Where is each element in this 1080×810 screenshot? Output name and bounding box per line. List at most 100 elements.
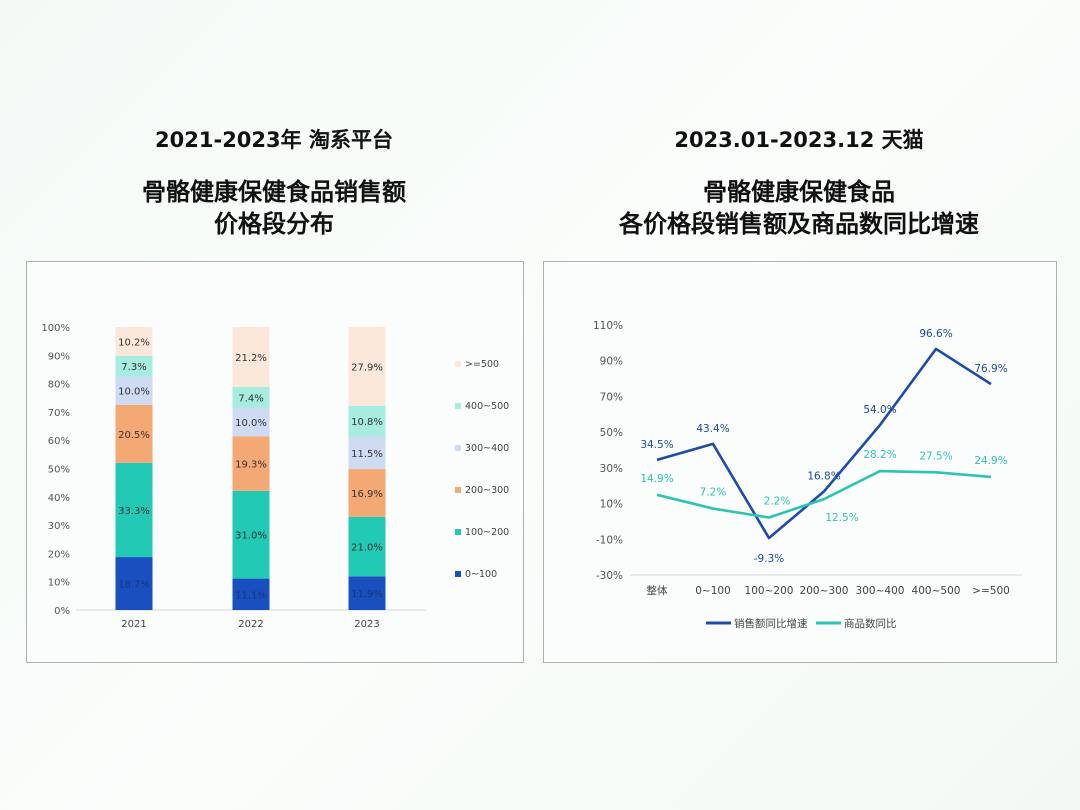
y-tick-label: 90% bbox=[48, 351, 70, 362]
bar-segment->=500 bbox=[115, 327, 153, 356]
data-label: 16.8% bbox=[807, 470, 840, 482]
y-tick-label: 10% bbox=[600, 499, 623, 511]
line-chart: -30% -10% 10% 30% 50% 70% 90% 110% 整体 0~100 100~20… bbox=[593, 320, 1022, 630]
x-tick-label: 300~400 bbox=[856, 585, 905, 597]
bar-segment-200~300 bbox=[115, 404, 153, 463]
y-tick-label: 10% bbox=[48, 578, 70, 589]
data-label: 76.9% bbox=[974, 363, 1007, 375]
x-tick-label: 100~200 bbox=[745, 585, 794, 597]
data-label: 11.1% bbox=[235, 590, 267, 601]
data-label: 54.0% bbox=[863, 404, 896, 416]
data-label: 12.5% bbox=[825, 512, 858, 524]
data-label: 27.5% bbox=[919, 450, 952, 462]
legend-swatch->=500 bbox=[455, 361, 461, 367]
y-tick-label: 50% bbox=[600, 427, 623, 439]
legend-swatch-200~300 bbox=[455, 487, 461, 493]
line-chart-panel: -30% -10% 10% 30% 50% 70% 90% 110% 整体 0~100 100~20… bbox=[543, 261, 1057, 663]
right-title-line2: 各价格段销售额及商品数同比增速 bbox=[619, 210, 979, 238]
stacked-bar-panel: 0% 10% 20% 30% 40% 50% 60% 70% 80% 90% 100% 18.7% 33… bbox=[26, 261, 524, 663]
legend-swatch-0~100 bbox=[455, 571, 461, 577]
x-tick-label: 2023 bbox=[354, 619, 379, 630]
legend-label: 销售额同比增速 bbox=[734, 617, 808, 630]
bar-segment-400~500 bbox=[348, 405, 386, 437]
data-label: 20.5% bbox=[118, 430, 150, 441]
bar-segment-0~100 bbox=[348, 576, 386, 610]
data-label: 10.2% bbox=[118, 337, 150, 348]
y-tick-label: 40% bbox=[48, 493, 70, 504]
x-tick-label: 整体 bbox=[647, 584, 668, 597]
data-label: 7.2% bbox=[700, 487, 727, 499]
bar-segment-200~300 bbox=[348, 469, 386, 517]
y-tick-label: 50% bbox=[48, 465, 70, 476]
bar-segment->=500 bbox=[232, 327, 270, 387]
data-label: 21.0% bbox=[351, 543, 383, 554]
bar-segment-300~400 bbox=[348, 436, 386, 470]
bar-segment-0~100 bbox=[232, 578, 270, 610]
y-tick-label: 20% bbox=[48, 549, 70, 560]
legend-label: 300~400 bbox=[465, 443, 509, 454]
bar-segment-400~500 bbox=[232, 386, 270, 408]
x-tick-label: >=500 bbox=[972, 585, 1010, 597]
series-line-销售额同比增速 bbox=[656, 347, 992, 540]
y-tick-label: -10% bbox=[596, 534, 623, 546]
right-subtitle: 2023.01-2023.12 天猫 bbox=[674, 128, 924, 152]
data-label: 18.7% bbox=[118, 580, 150, 591]
bar-segment-100~200 bbox=[348, 516, 386, 577]
left-title: 骨骼健康保健食品销售额 价格段分布 bbox=[26, 176, 522, 240]
data-label: 7.3% bbox=[121, 362, 146, 373]
data-label: 7.4% bbox=[238, 393, 263, 404]
bar-segment-100~200 bbox=[115, 462, 153, 558]
bar-segment->=500 bbox=[348, 327, 386, 406]
bar-segment-200~300 bbox=[232, 436, 270, 491]
data-label: 19.3% bbox=[235, 460, 267, 471]
data-label: 24.9% bbox=[974, 455, 1007, 467]
data-label: 34.5% bbox=[640, 439, 673, 451]
legend-swatch-400~500 bbox=[455, 403, 461, 409]
legend-swatch-300~400 bbox=[455, 445, 461, 451]
x-tick-label: 200~300 bbox=[800, 585, 849, 597]
y-tick-label: 100% bbox=[41, 323, 70, 334]
data-label: 27.9% bbox=[351, 362, 383, 373]
right-title-line1: 骨骼健康保健食品 bbox=[703, 178, 895, 206]
data-label: 96.6% bbox=[919, 328, 952, 340]
data-label: 11.9% bbox=[351, 589, 383, 600]
x-tick-label: 0~100 bbox=[695, 585, 731, 597]
left-subtitle: 2021-2023年 淘系平台 bbox=[155, 128, 393, 152]
y-tick-label: 30% bbox=[600, 463, 623, 475]
data-label: 31.0% bbox=[235, 531, 267, 542]
legend-label: 0~100 bbox=[465, 569, 497, 580]
x-tick-label: 2021 bbox=[121, 619, 146, 630]
bar-segment-400~500 bbox=[115, 355, 153, 377]
right-title: 骨骼健康保健食品 各价格段销售额及商品数同比增速 bbox=[543, 176, 1055, 240]
bar-segment-100~200 bbox=[232, 490, 270, 579]
y-tick-label: 70% bbox=[48, 408, 70, 419]
y-tick-label: 30% bbox=[48, 521, 70, 532]
legend-label: 200~300 bbox=[465, 485, 509, 496]
y-tick-label: 90% bbox=[600, 356, 623, 368]
legend-swatch-100~200 bbox=[455, 529, 461, 535]
y-tick-label: 110% bbox=[593, 320, 623, 332]
data-label: 10.0% bbox=[118, 387, 150, 398]
legend-label: >=500 bbox=[465, 359, 499, 370]
data-label: 43.4% bbox=[696, 423, 729, 435]
y-tick-label: 80% bbox=[48, 380, 70, 391]
data-label: 11.5% bbox=[351, 449, 383, 460]
data-label: 10.8% bbox=[351, 417, 383, 428]
left-title-line2: 价格段分布 bbox=[214, 210, 334, 238]
legend-label: 400~500 bbox=[465, 401, 509, 412]
data-label: -9.3% bbox=[754, 553, 784, 565]
data-label: 16.9% bbox=[351, 489, 383, 500]
data-label: 2.2% bbox=[764, 496, 791, 508]
bar-segment-300~400 bbox=[115, 376, 153, 405]
x-tick-label: 2022 bbox=[238, 619, 263, 630]
y-tick-label: -30% bbox=[596, 570, 623, 582]
data-label: 33.3% bbox=[118, 506, 150, 517]
data-label: 14.9% bbox=[640, 473, 673, 485]
y-tick-label: 70% bbox=[600, 391, 623, 403]
bar-segment-300~400 bbox=[232, 407, 270, 437]
left-title-line1: 骨骼健康保健食品销售额 bbox=[142, 178, 406, 206]
bar-segment-0~100 bbox=[115, 557, 153, 610]
stacked-bar-chart: 0% 10% 20% 30% 40% 50% 60% 70% 80% 90% 100% 18.7% 33… bbox=[41, 323, 509, 630]
data-label: 21.2% bbox=[235, 353, 267, 364]
series-line-商品数同比 bbox=[656, 469, 992, 519]
